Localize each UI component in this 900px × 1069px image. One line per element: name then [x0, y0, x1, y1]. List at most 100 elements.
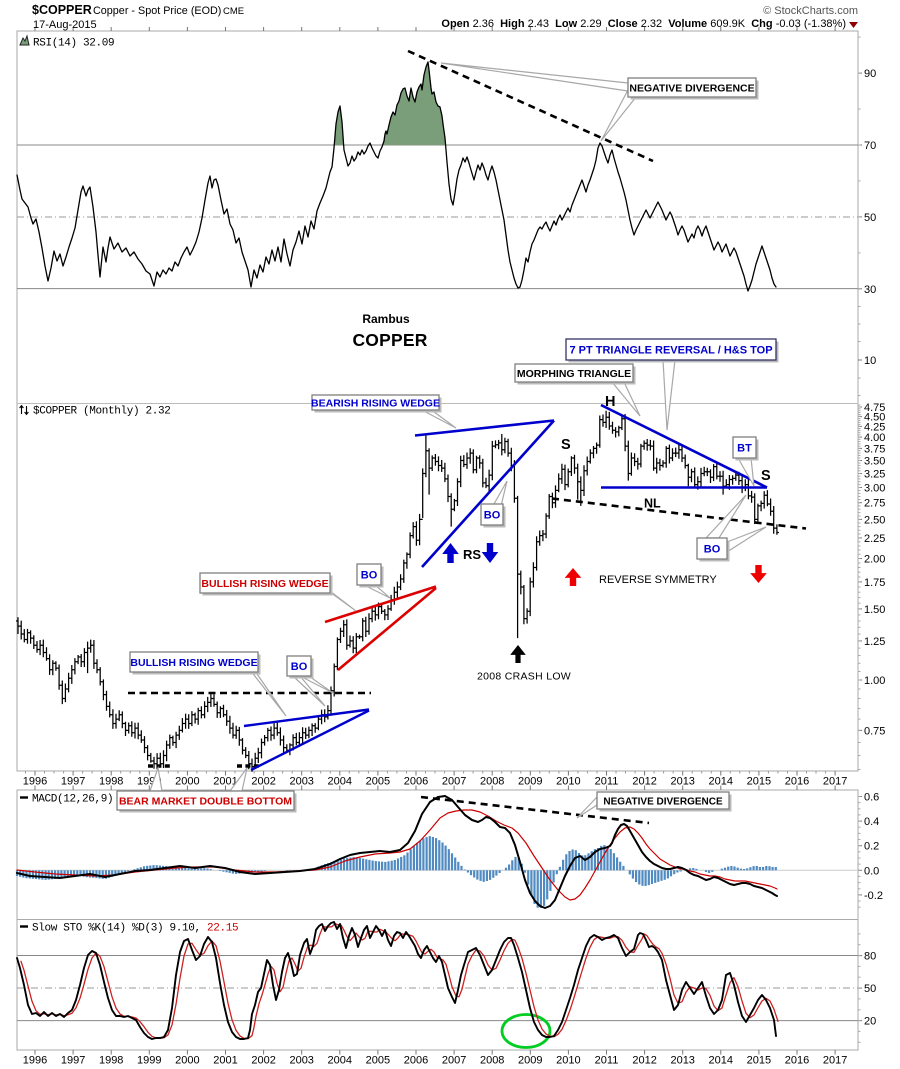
- svg-text:0.0: 0.0: [864, 865, 879, 877]
- svg-text:BT: BT: [737, 443, 752, 455]
- svg-text:50: 50: [864, 212, 876, 224]
- svg-text:NL: NL: [644, 497, 661, 511]
- svg-text:3.00: 3.00: [864, 483, 885, 495]
- svg-text:0.4: 0.4: [864, 816, 879, 828]
- svg-text:RSI(14) 32.09: RSI(14) 32.09: [33, 38, 114, 50]
- svg-text:70: 70: [864, 140, 876, 152]
- svg-text:2012: 2012: [632, 1055, 656, 1067]
- svg-text:BO: BO: [704, 544, 721, 556]
- svg-text:3.75: 3.75: [864, 443, 885, 455]
- svg-text:Rambus: Rambus: [362, 312, 410, 326]
- svg-text:2002: 2002: [251, 776, 275, 788]
- svg-text:1997: 1997: [61, 776, 85, 788]
- svg-text:2012: 2012: [632, 776, 656, 788]
- svg-text:2013: 2013: [670, 776, 694, 788]
- svg-text:2006: 2006: [404, 776, 428, 788]
- svg-text:2008 CRASH LOW: 2008 CRASH LOW: [477, 671, 571, 683]
- svg-text:17-Aug-2015: 17-Aug-2015: [33, 19, 97, 31]
- svg-text:$COPPER: $COPPER: [32, 3, 92, 17]
- svg-text:1.50: 1.50: [864, 604, 885, 616]
- svg-text:$COPPER (Monthly) 2.32: $COPPER (Monthly) 2.32: [33, 406, 171, 418]
- svg-text:2011: 2011: [595, 776, 619, 788]
- svg-text:REVERSE SYMMETRY: REVERSE SYMMETRY: [599, 574, 717, 586]
- svg-text:MACD(12,26,9): MACD(12,26,9): [32, 794, 113, 806]
- svg-text:2000: 2000: [175, 776, 199, 788]
- svg-text:2016: 2016: [785, 776, 809, 788]
- svg-text:-0.2: -0.2: [864, 890, 883, 902]
- svg-text:2010: 2010: [556, 1055, 580, 1067]
- svg-text:30: 30: [864, 284, 876, 296]
- svg-text:2006: 2006: [404, 1055, 428, 1067]
- svg-text:1998: 1998: [99, 776, 123, 788]
- svg-text:1.75: 1.75: [864, 577, 885, 589]
- svg-text:S: S: [561, 437, 571, 453]
- svg-text:NEGATIVE DIVERGENCE: NEGATIVE DIVERGENCE: [603, 797, 723, 808]
- svg-text:1.00: 1.00: [864, 675, 885, 687]
- svg-text:Open 2.36 High 2.43 Low 2.29: Open 2.36 High 2.43 Low 2.29 Close 2.32 …: [441, 18, 846, 30]
- svg-text:4.00: 4.00: [864, 432, 885, 444]
- svg-text:2009: 2009: [518, 1055, 542, 1067]
- svg-text:RS: RS: [463, 547, 481, 562]
- svg-text:BEAR MARKET DOUBLE BOTTOM: BEAR MARKET DOUBLE BOTTOM: [119, 796, 292, 808]
- svg-text:0.2: 0.2: [864, 841, 879, 853]
- svg-text:2017: 2017: [823, 776, 847, 788]
- svg-text:BULLISH RISING WEDGE: BULLISH RISING WEDGE: [130, 657, 257, 669]
- svg-text:2002: 2002: [251, 1055, 275, 1067]
- svg-text:3.25: 3.25: [864, 469, 885, 481]
- svg-text:1999: 1999: [137, 1055, 161, 1067]
- svg-text:2.50: 2.50: [864, 514, 885, 526]
- svg-text:1996: 1996: [23, 1055, 47, 1067]
- svg-text:COPPER: COPPER: [352, 330, 427, 350]
- svg-text:2017: 2017: [823, 1055, 847, 1067]
- svg-text:2005: 2005: [366, 776, 390, 788]
- svg-text:4.50: 4.50: [864, 411, 885, 423]
- svg-text:2007: 2007: [442, 776, 466, 788]
- svg-text:1996: 1996: [23, 776, 47, 788]
- svg-text:MORPHING TRIANGLE: MORPHING TRIANGLE: [517, 368, 631, 380]
- svg-text:BO: BO: [361, 570, 378, 582]
- svg-text:NEGATIVE DIVERGENCE: NEGATIVE DIVERGENCE: [629, 83, 754, 95]
- svg-text:2011: 2011: [595, 1055, 619, 1067]
- svg-text:2004: 2004: [328, 1055, 352, 1067]
- svg-text:2010: 2010: [556, 776, 580, 788]
- svg-text:BULLISH RISING WEDGE: BULLISH RISING WEDGE: [201, 578, 328, 590]
- svg-text:Copper - Spot Price (EOD): Copper - Spot Price (EOD): [93, 5, 221, 17]
- svg-text:90: 90: [864, 68, 876, 80]
- svg-text:Slow STO %K(14) %D(3) 9.10, 22: Slow STO %K(14) %D(3) 9.10, 22.15: [32, 923, 238, 935]
- svg-text:2000: 2000: [175, 1055, 199, 1067]
- svg-text:2.25: 2.25: [864, 533, 885, 545]
- svg-text:2015: 2015: [747, 776, 771, 788]
- svg-text:2014: 2014: [709, 1055, 733, 1067]
- svg-text:© StockCharts.com: © StockCharts.com: [763, 5, 858, 17]
- svg-text:H: H: [605, 394, 615, 410]
- svg-text:3.50: 3.50: [864, 456, 885, 468]
- svg-text:BEARISH RISING WEDGE: BEARISH RISING WEDGE: [311, 398, 440, 410]
- svg-text:2008: 2008: [480, 776, 504, 788]
- svg-text:2003: 2003: [289, 776, 313, 788]
- svg-text:2.75: 2.75: [864, 498, 885, 510]
- svg-text:1997: 1997: [61, 1055, 85, 1067]
- svg-text:2015: 2015: [747, 1055, 771, 1067]
- svg-text:2003: 2003: [289, 1055, 313, 1067]
- svg-text:2001: 2001: [213, 1055, 237, 1067]
- svg-text:2014: 2014: [709, 776, 733, 788]
- svg-text:4.75: 4.75: [864, 402, 885, 414]
- svg-text:2007: 2007: [442, 1055, 466, 1067]
- svg-text:BO: BO: [291, 661, 308, 673]
- svg-text:10: 10: [864, 355, 876, 367]
- svg-text:CME: CME: [223, 6, 244, 17]
- svg-text:S: S: [761, 468, 771, 484]
- svg-text:2001: 2001: [213, 776, 237, 788]
- svg-text:2004: 2004: [328, 776, 352, 788]
- svg-text:0.6: 0.6: [864, 792, 879, 804]
- svg-text:50: 50: [864, 983, 876, 995]
- svg-text:BO: BO: [484, 510, 501, 522]
- svg-text:2005: 2005: [366, 1055, 390, 1067]
- svg-text:2.00: 2.00: [864, 554, 885, 566]
- svg-text:80: 80: [864, 951, 876, 963]
- svg-text:2009: 2009: [518, 776, 542, 788]
- svg-text:20: 20: [864, 1016, 876, 1028]
- svg-text:4.25: 4.25: [864, 421, 885, 433]
- svg-text:2013: 2013: [670, 1055, 694, 1067]
- svg-text:2008: 2008: [480, 1055, 504, 1067]
